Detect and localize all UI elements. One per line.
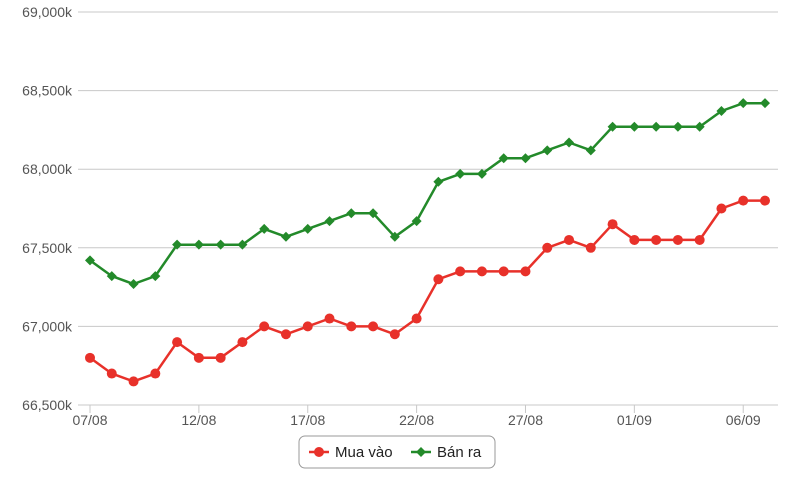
data-point[interactable] — [280, 329, 291, 340]
y-tick-label: 66,500k — [22, 397, 73, 413]
data-point[interactable] — [564, 234, 575, 245]
data-point[interactable] — [324, 313, 335, 324]
legend-marker — [416, 447, 426, 457]
data-point[interactable] — [607, 219, 618, 230]
data-point[interactable] — [85, 352, 95, 363]
data-point[interactable] — [498, 153, 509, 164]
data-point[interactable] — [760, 98, 770, 109]
series-line-1 — [89, 101, 765, 286]
legend-item-1[interactable]: Bán ra — [411, 444, 482, 461]
data-point[interactable] — [259, 321, 270, 332]
data-point[interactable] — [237, 239, 248, 250]
data-point[interactable] — [433, 274, 444, 285]
data-point[interactable] — [455, 168, 466, 179]
data-point[interactable] — [237, 337, 248, 348]
axis-layer: 66,500k 67,000k 67,500k 68,000k 68,500k 69,00… — [22, 4, 778, 428]
x-tick-label: 07/08 — [72, 412, 107, 428]
data-point[interactable] — [520, 266, 531, 277]
data-point[interactable] — [585, 242, 596, 253]
data-point[interactable] — [172, 337, 183, 348]
data-point[interactable] — [150, 271, 161, 282]
data-point[interactable] — [542, 242, 553, 253]
y-tick-label: 68,000k — [22, 161, 73, 177]
data-point[interactable] — [128, 278, 139, 289]
data-point[interactable] — [607, 121, 618, 132]
data-point[interactable] — [302, 223, 313, 234]
legend-item-0[interactable]: Mua vào — [309, 444, 393, 461]
data-point[interactable] — [150, 368, 161, 379]
data-point[interactable] — [324, 216, 335, 227]
data-point[interactable] — [106, 271, 117, 282]
data-point[interactable] — [346, 321, 357, 332]
data-point[interactable] — [411, 216, 422, 227]
data-point[interactable] — [193, 239, 204, 250]
x-tick-label: 27/08 — [508, 412, 543, 428]
data-point[interactable] — [672, 234, 683, 245]
data-point[interactable] — [716, 203, 727, 214]
y-tick-label: 67,000k — [22, 318, 73, 334]
data-point[interactable] — [193, 352, 204, 363]
data-point[interactable] — [564, 137, 575, 148]
data-point[interactable] — [498, 266, 509, 277]
data-point[interactable] — [476, 168, 487, 179]
data-point[interactable] — [85, 255, 95, 266]
data-point[interactable] — [106, 368, 117, 379]
data-point[interactable] — [368, 208, 379, 219]
data-point[interactable] — [215, 239, 226, 250]
data-point[interactable] — [542, 145, 553, 156]
data-point[interactable] — [651, 121, 662, 132]
data-point[interactable] — [738, 98, 749, 109]
legend-label: Bán ra — [437, 444, 482, 461]
x-tick-label: 06/09 — [726, 412, 761, 428]
data-point[interactable] — [760, 195, 770, 206]
x-tick-label: 12/08 — [181, 412, 216, 428]
data-point[interactable] — [280, 231, 291, 242]
data-point[interactable] — [672, 121, 683, 132]
data-point[interactable] — [455, 266, 466, 277]
data-point[interactable] — [694, 234, 705, 245]
legend[interactable]: Mua vào Bán ra — [298, 435, 496, 469]
data-point[interactable] — [128, 376, 139, 387]
data-point[interactable] — [629, 234, 640, 245]
y-tick-label: 68,500k — [22, 83, 73, 99]
legend-box — [298, 435, 496, 469]
data-point[interactable] — [585, 145, 596, 156]
data-point[interactable] — [172, 239, 183, 250]
data-point[interactable] — [694, 121, 705, 132]
data-point[interactable] — [389, 329, 400, 340]
data-point[interactable] — [302, 321, 313, 332]
data-point[interactable] — [629, 121, 640, 132]
data-point[interactable] — [476, 266, 487, 277]
data-point[interactable] — [215, 352, 226, 363]
data-point[interactable] — [259, 223, 270, 234]
y-tick-label: 69,000k — [22, 4, 73, 20]
x-tick-label: 22/08 — [399, 412, 434, 428]
legend-marker — [314, 447, 324, 457]
data-point[interactable] — [716, 106, 727, 117]
legend-label: Mua vào — [335, 444, 393, 461]
data-point[interactable] — [520, 153, 531, 164]
data-point[interactable] — [368, 321, 379, 332]
series-layer — [85, 98, 770, 387]
data-point[interactable] — [411, 313, 422, 324]
data-point[interactable] — [346, 208, 357, 219]
series-line-0 — [89, 199, 765, 383]
data-point[interactable] — [433, 176, 444, 187]
data-point[interactable] — [389, 231, 400, 242]
x-tick-label: 01/09 — [617, 412, 652, 428]
data-point[interactable] — [738, 195, 749, 206]
x-tick-label: 17/08 — [290, 412, 325, 428]
y-tick-label: 67,500k — [22, 240, 73, 256]
data-point[interactable] — [651, 234, 662, 245]
